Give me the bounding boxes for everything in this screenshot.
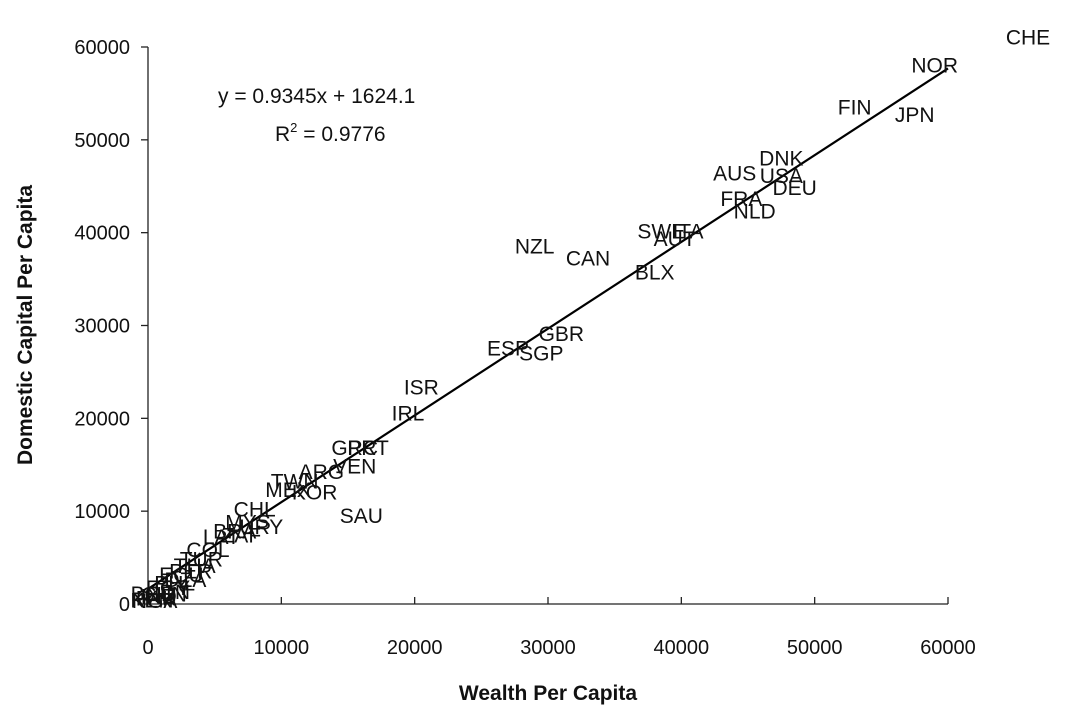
point-label-isr: ISR [404,377,439,400]
point-label-pak: PAK [136,587,176,610]
y-tick-label: 20000 [74,408,130,430]
point-label-esp: ESP [487,338,529,361]
y-tick-label: 10000 [74,501,130,523]
point-label-nga: NGA [132,590,178,613]
point-label-tha: THA [174,555,216,578]
point-label-tur: TUR [180,548,223,571]
point-label-gbr: GBR [539,323,585,346]
point-label-chl: CHL [234,498,276,521]
point-label-aus: AUS [713,162,756,185]
x-axis-title: Wealth Per Capita [459,682,637,705]
r-squared-value: = 0.9776 [297,123,385,146]
point-label-swe: SWE [637,221,685,244]
point-label-zaf: ZAF [221,524,261,547]
y-tick-label: 50000 [74,130,130,152]
x-tick-label: 40000 [654,637,710,659]
point-label-mys: MYS [225,511,271,534]
trendline [147,67,949,590]
point-label-egy: EGY [146,577,190,600]
point-label-ury: URY [239,516,283,539]
point-label-idn: IDN [154,581,190,604]
x-tick-label: 0 [142,637,153,659]
point-label-fra: FRA [720,188,762,211]
r-squared-prefix: R [275,123,290,146]
point-label-aut: AUT [654,228,696,251]
y-tick-label: 60000 [74,37,130,59]
point-label-twn: TWN [271,470,319,493]
y-tick-label: 40000 [74,223,130,245]
x-tick-label: 60000 [920,637,976,659]
point-label-che: CHE [1006,27,1050,50]
point-label-bra: BRA [213,521,256,544]
point-label-arg: ARG [299,461,345,484]
y-tick-label: 0 [119,594,130,616]
point-label-ita: ITA [672,221,703,244]
point-label-mex: MEX [265,479,311,502]
x-ticks: 0 10000 20000 30000 40000 50000 60000 [142,597,976,659]
point-label-fin: FIN [838,96,872,119]
point-label-ven: VEN [333,456,376,479]
point-label-dnk: DNK [759,147,803,170]
x-tick-label: 30000 [520,637,576,659]
point-label-deu: DEU [772,177,816,200]
x-tick-label: 50000 [787,637,843,659]
point-label-usa: USA [760,165,803,188]
point-label-lat: LAT [203,526,240,549]
point-label-ken: KEN [130,589,173,612]
point-label-jpn: JPN [895,104,935,127]
r-squared-label: R2 = 0.9776 [275,120,386,146]
point-label-grc: GRC [331,437,378,460]
point-label-chn: CHN [141,584,187,607]
point-label-nor: NOR [911,55,958,78]
point-label-blx: BLX [635,262,675,285]
y-ticks: 0 10000 20000 30000 40000 50000 60000 [74,37,148,616]
point-label-sau: SAU [340,505,383,528]
trendline-equation: y = 0.9345x + 1624.1 [218,85,415,108]
point-label-nld: NLD [734,200,776,223]
x-tick-label: 20000 [387,637,443,659]
point-label-col: COL [186,539,229,562]
r-squared-superscript: 2 [290,120,297,135]
y-axis-title: Domestic Capital Per Capita [14,185,37,465]
point-label-sgp: SGP [519,342,563,365]
point-label-bgd: BGD [131,583,177,606]
point-label-per: PER [169,561,212,584]
x-tick-label: 10000 [254,637,310,659]
point-label-prt: PRT [347,437,389,460]
point-label-dza: DZA [164,569,206,592]
point-label-ecu: ECU [159,564,203,587]
point-label-irl: IRL [392,403,425,426]
point-label-phl: PHL [154,573,195,596]
point-label-ind: IND [141,586,177,609]
point-label-nzl: NZL [515,236,555,259]
point-label-kor: KOR [292,482,338,505]
point-label-can: CAN [566,248,610,271]
y-tick-label: 30000 [74,316,130,338]
